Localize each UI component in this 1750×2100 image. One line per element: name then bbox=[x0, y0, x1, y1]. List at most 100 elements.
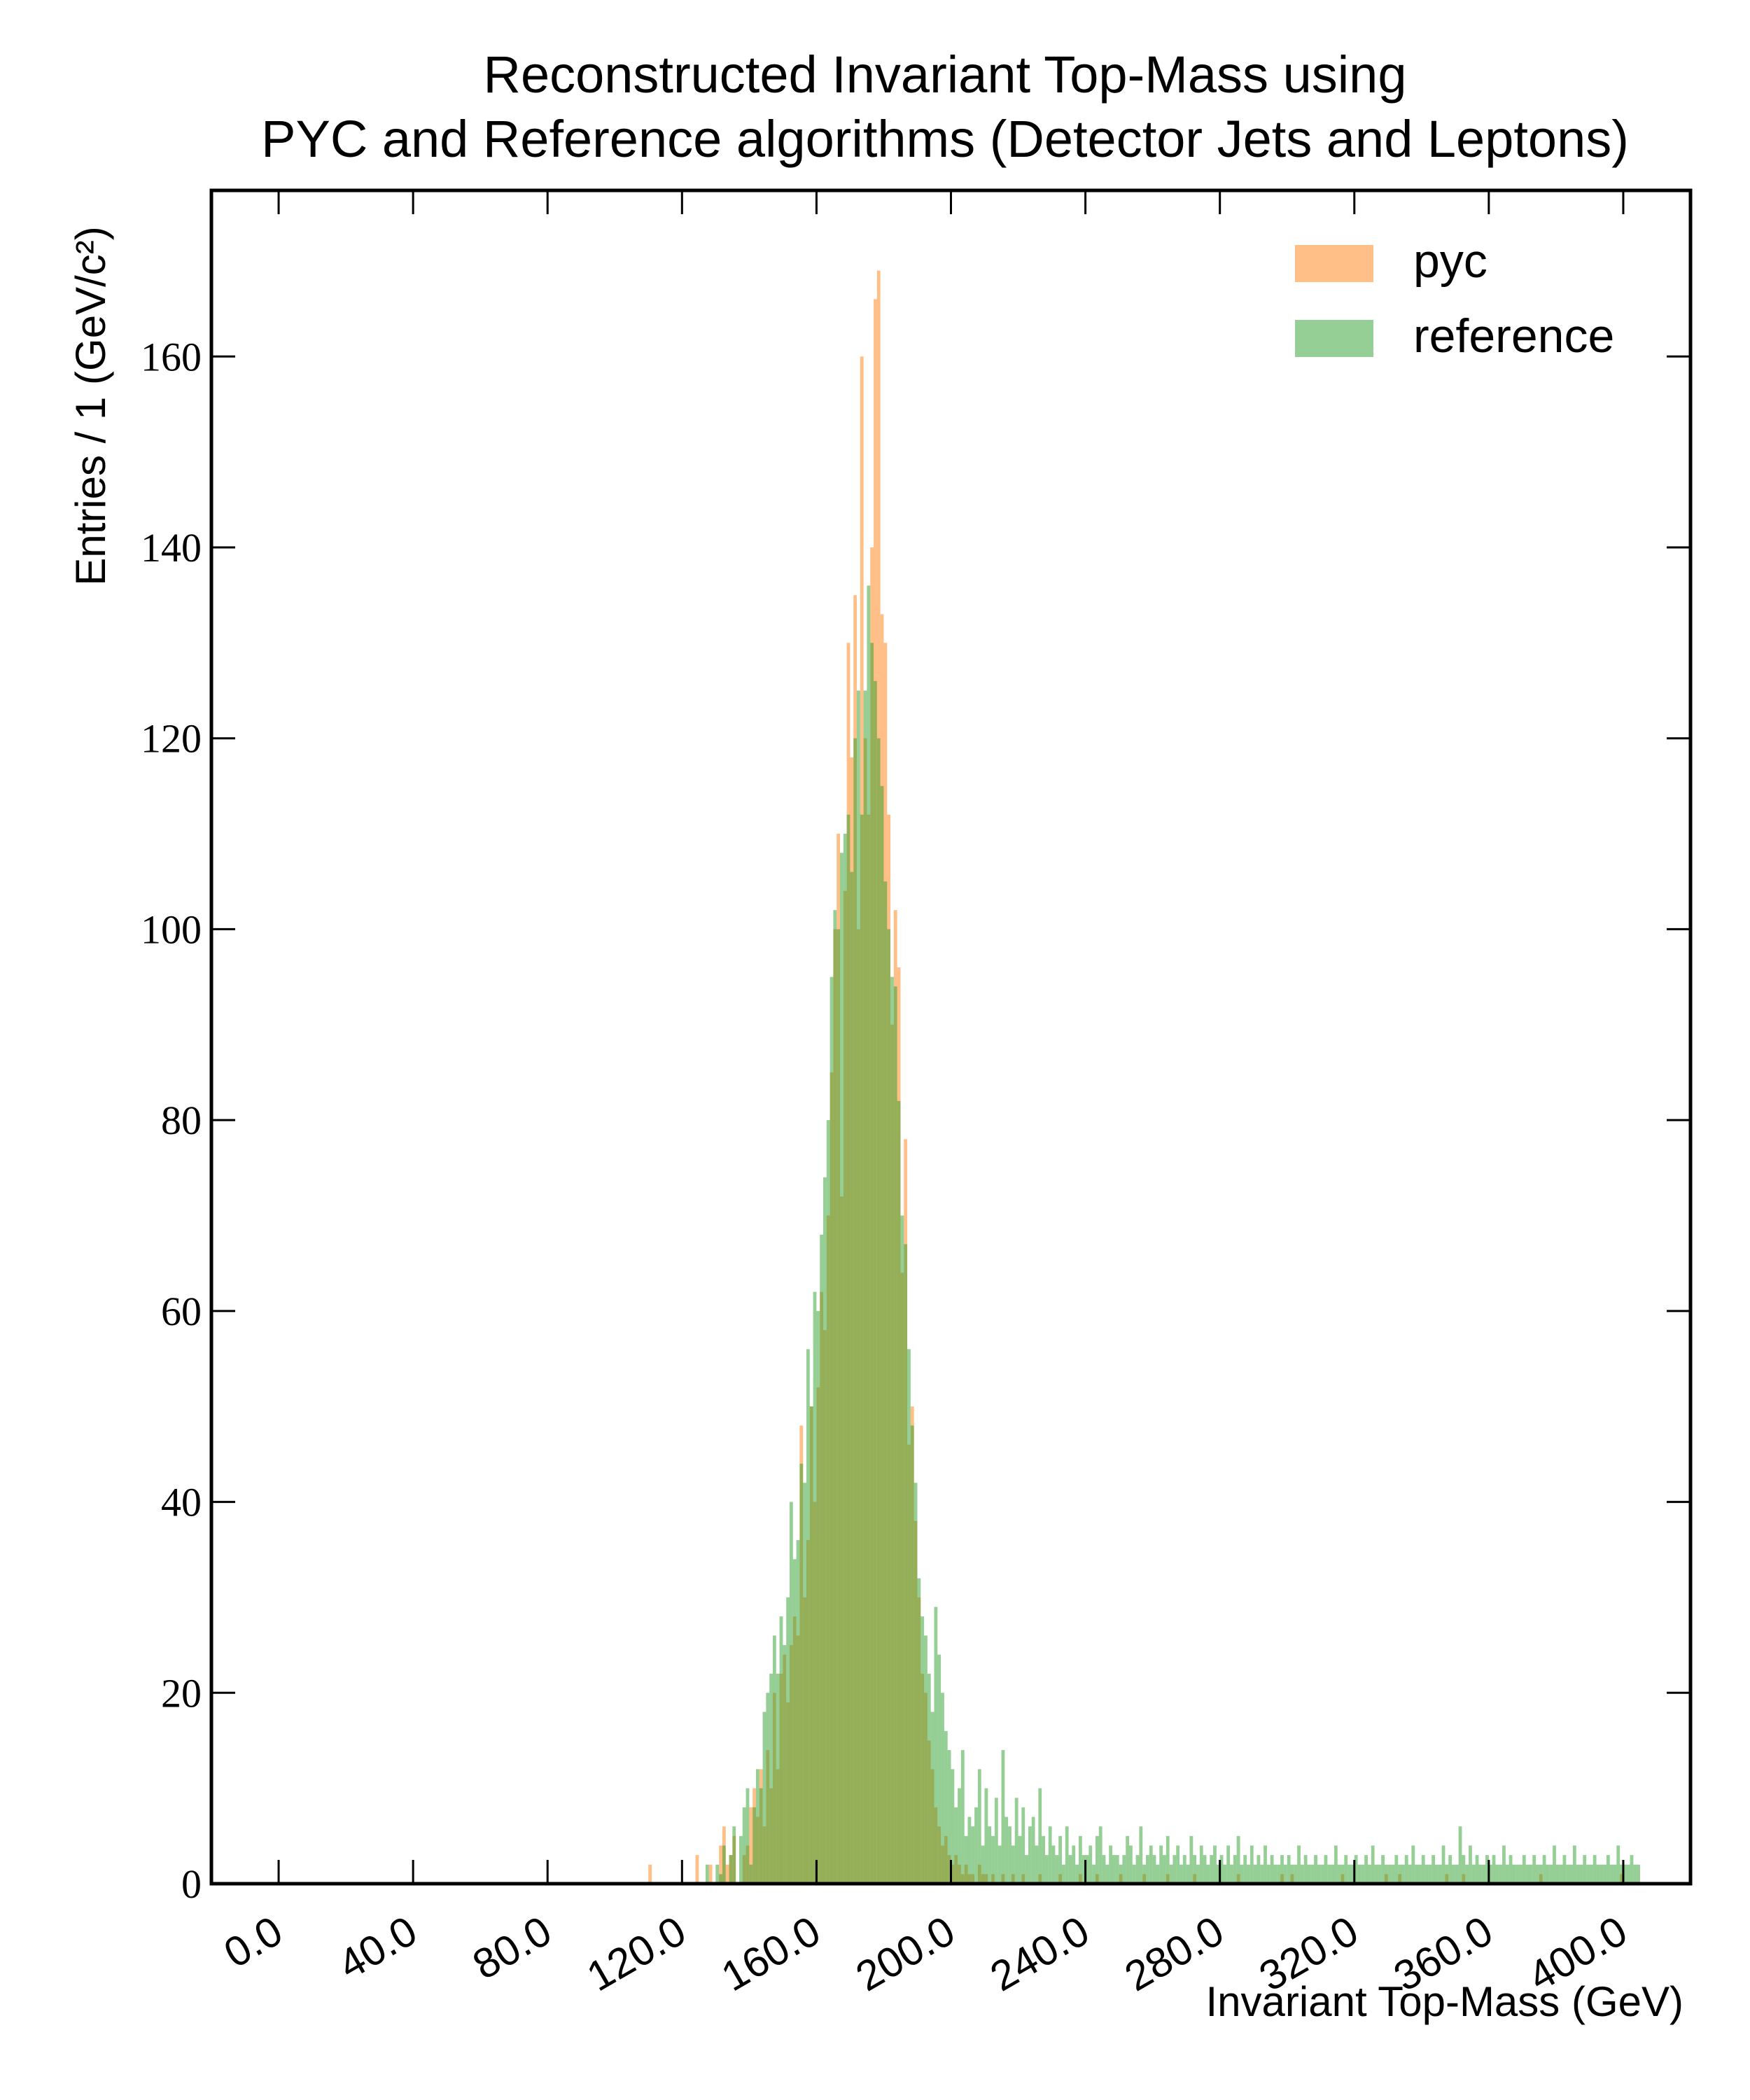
histogram-bar bbox=[1539, 1864, 1543, 1884]
histogram-bar bbox=[1149, 1845, 1153, 1884]
histogram-bar bbox=[1169, 1864, 1173, 1884]
histogram-bar bbox=[1146, 1855, 1149, 1884]
histogram-bar bbox=[1331, 1864, 1334, 1884]
histogram-bar bbox=[876, 738, 881, 1884]
histogram-bar bbox=[1025, 1855, 1028, 1884]
histogram-bar bbox=[1572, 1845, 1576, 1884]
histogram-bar bbox=[1606, 1855, 1610, 1884]
histogram-bar bbox=[927, 1674, 931, 1884]
histogram-bar bbox=[1516, 1864, 1520, 1884]
histogram-bar bbox=[1051, 1845, 1056, 1884]
histogram-bar bbox=[1290, 1864, 1294, 1884]
histogram-bar bbox=[1387, 1864, 1392, 1884]
histogram-bar bbox=[988, 1826, 992, 1884]
histogram-bar bbox=[1001, 1750, 1005, 1884]
histogram-bar bbox=[1166, 1835, 1170, 1884]
histogram-bar bbox=[1078, 1835, 1082, 1884]
y-tick-label: 120 bbox=[141, 716, 202, 762]
chart-title: Reconstructed Invariant Top-Mass using bbox=[484, 46, 1407, 104]
histogram-bar bbox=[1011, 1845, 1015, 1884]
histogram-bar bbox=[789, 1502, 793, 1884]
histogram-bar bbox=[1482, 1864, 1486, 1884]
histogram-bar bbox=[1381, 1855, 1385, 1884]
histogram-bar bbox=[984, 1788, 988, 1884]
histogram-bar bbox=[836, 929, 841, 1884]
histogram-bar bbox=[1264, 1845, 1267, 1884]
histogram-bar bbox=[772, 1635, 776, 1884]
histogram-bar bbox=[722, 1845, 726, 1884]
histogram-bar bbox=[1152, 1855, 1156, 1884]
histogram-bar bbox=[1485, 1855, 1489, 1884]
y-tick-label: 40 bbox=[161, 1480, 202, 1525]
y-tick-label: 160 bbox=[141, 334, 202, 379]
histogram-bar bbox=[1371, 1845, 1375, 1884]
histogram-bar bbox=[1139, 1826, 1143, 1884]
histogram-bar bbox=[1223, 1864, 1227, 1884]
y-tick-label: 100 bbox=[141, 906, 202, 952]
histogram-bar bbox=[1408, 1864, 1412, 1884]
histogram-bar bbox=[1119, 1864, 1123, 1884]
y-tick-label: 60 bbox=[161, 1289, 202, 1334]
histogram-bar bbox=[941, 1693, 944, 1884]
histogram-bar bbox=[1348, 1864, 1351, 1884]
histogram-bar bbox=[920, 1616, 925, 1884]
histogram-bar bbox=[1469, 1845, 1472, 1884]
histogram-bar bbox=[1061, 1864, 1065, 1884]
histogram-bar bbox=[796, 1540, 800, 1884]
histogram-bar bbox=[708, 1864, 713, 1884]
histogram-bar bbox=[1344, 1855, 1348, 1884]
histogram-bar bbox=[1603, 1864, 1606, 1884]
legend-swatch bbox=[1295, 320, 1373, 357]
histogram-bar bbox=[769, 1674, 773, 1884]
histogram-bar bbox=[813, 1292, 817, 1884]
histogram-bar bbox=[809, 1406, 813, 1884]
histogram-bar bbox=[971, 1826, 975, 1884]
histogram-bar bbox=[1438, 1864, 1442, 1884]
histogram-bar bbox=[910, 1425, 914, 1884]
histogram-bar bbox=[1367, 1864, 1371, 1884]
histogram-bar bbox=[1576, 1864, 1580, 1884]
histogram-bar bbox=[1492, 1855, 1496, 1884]
histogram-bar bbox=[1384, 1864, 1388, 1884]
histogram-bar bbox=[1633, 1864, 1637, 1884]
histogram-bar bbox=[783, 1645, 787, 1884]
histogram-bar bbox=[1206, 1864, 1210, 1884]
histogram-bar bbox=[1569, 1864, 1573, 1884]
histogram-bar bbox=[853, 738, 858, 1884]
histogram-bar bbox=[776, 1674, 780, 1884]
histogram-bar bbox=[1266, 1864, 1270, 1884]
histogram-bar bbox=[1075, 1864, 1079, 1884]
histogram-bar bbox=[823, 1177, 827, 1884]
histogram-bar bbox=[1068, 1855, 1072, 1884]
histogram-bar bbox=[762, 1712, 766, 1884]
histogram-bar bbox=[1048, 1826, 1052, 1884]
histogram-bar bbox=[1189, 1835, 1194, 1884]
histogram-bar bbox=[924, 1635, 927, 1884]
histogram-bar bbox=[1085, 1855, 1089, 1884]
histogram-bar bbox=[981, 1845, 985, 1884]
histogram-bar bbox=[1337, 1864, 1341, 1884]
histogram-bar bbox=[1112, 1855, 1116, 1884]
histogram-bar bbox=[947, 1750, 951, 1884]
histogram-bar bbox=[850, 872, 854, 1884]
histogram-bar bbox=[1287, 1855, 1291, 1884]
histogram-bar bbox=[1230, 1864, 1233, 1884]
histogram-bar bbox=[746, 1788, 750, 1884]
histogram-bar bbox=[860, 814, 864, 1884]
histogram-bar bbox=[1589, 1864, 1593, 1884]
histogram-bar bbox=[1031, 1816, 1035, 1884]
histogram-bar bbox=[1028, 1826, 1032, 1884]
histogram-bar bbox=[1082, 1855, 1086, 1884]
x-tick-label: 0.0 bbox=[216, 1907, 290, 1977]
histogram-bar bbox=[826, 1120, 830, 1884]
histogram-bar bbox=[786, 1597, 790, 1884]
histogram-bar bbox=[1324, 1855, 1328, 1884]
histogram-bar bbox=[1415, 1864, 1419, 1884]
histogram-bar bbox=[1055, 1855, 1059, 1884]
histogram-bar bbox=[1303, 1855, 1308, 1884]
histogram-bar bbox=[1180, 1864, 1183, 1884]
histogram-bar bbox=[1172, 1855, 1177, 1884]
histogram-bar bbox=[897, 1100, 901, 1884]
histogram-bar bbox=[1626, 1864, 1630, 1884]
histogram-bar bbox=[1428, 1864, 1432, 1884]
